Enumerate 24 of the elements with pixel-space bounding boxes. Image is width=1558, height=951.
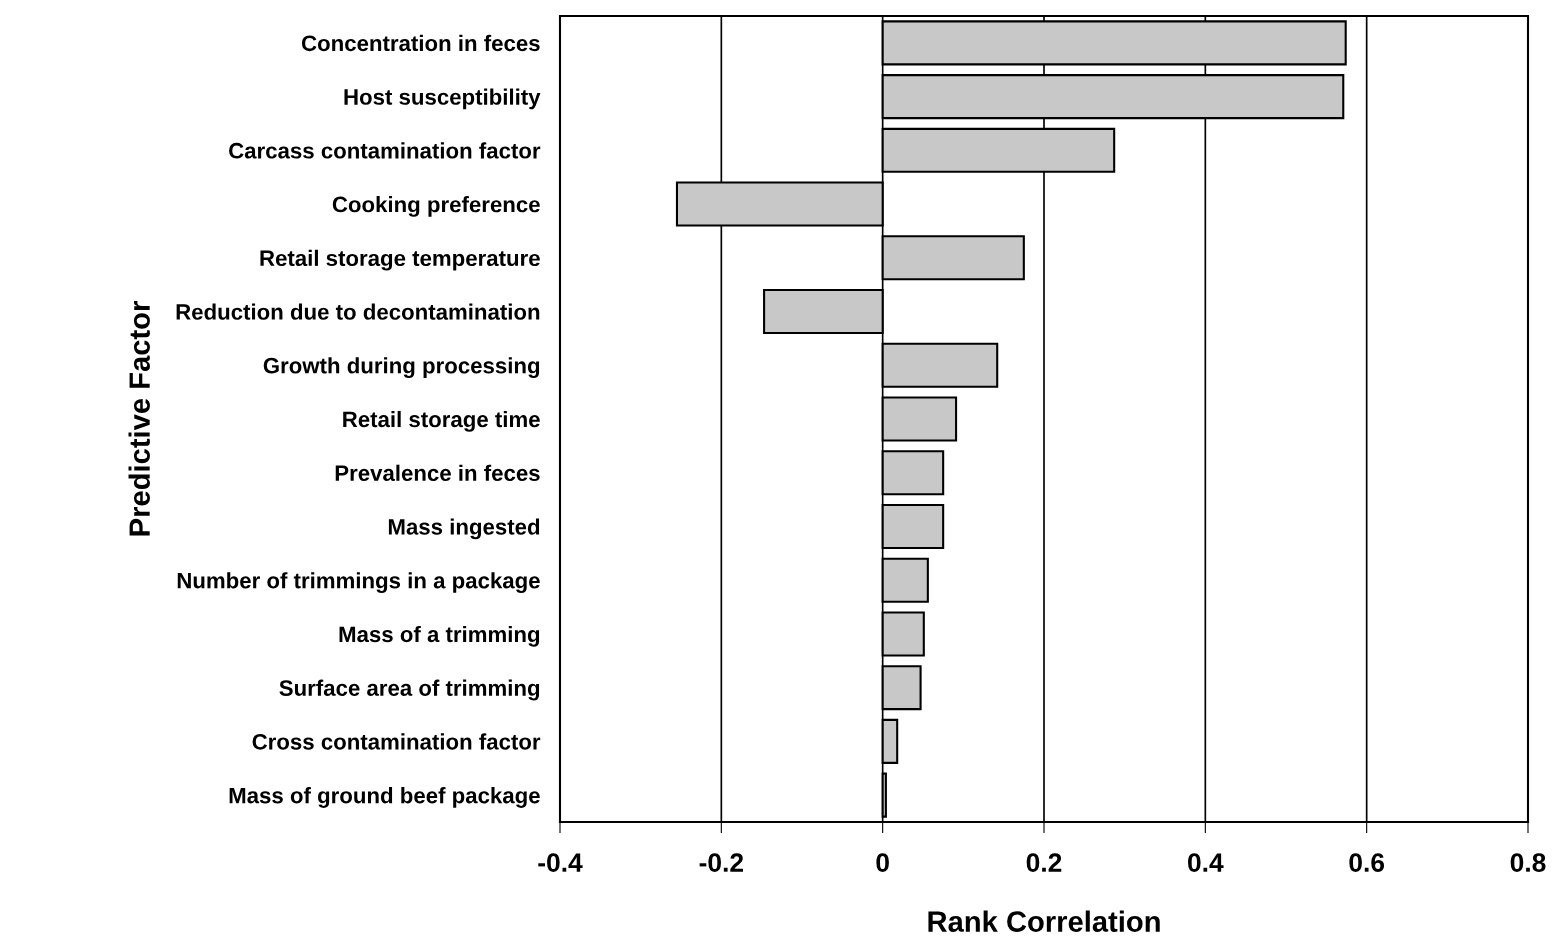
x-axis-title: Rank Correlation: [928, 910, 1160, 932]
y-tick-label: Mass ingested: [388, 518, 540, 540]
y-tick-label: Growth during processing: [263, 357, 540, 379]
y-tick-label: Mass of ground beef package: [229, 787, 540, 808]
y-tick-label: Cross contamination factor: [252, 733, 541, 750]
y-tick-label: Retail storage temperature: [260, 249, 540, 271]
y-tick-label: Retail storage time: [343, 410, 540, 432]
y-tick-label: Prevalence in feces: [335, 464, 540, 481]
x-tick-label: 0.6: [1349, 853, 1385, 872]
x-tick-label: 0: [876, 853, 889, 872]
y-axis-title: Predictive Factor: [128, 301, 150, 536]
x-tick-label: 0.2: [1026, 853, 1062, 872]
y-tick-label: Number of trimmings in a package: [177, 572, 540, 593]
x-tick-label: 0.8: [1510, 853, 1546, 872]
x-tick-label: -0.2: [699, 853, 744, 872]
y-tick-label: Carcass contamination factor: [229, 142, 541, 159]
y-tick-label: Mass of a trimming: [339, 625, 540, 647]
y-tick-label: Host susceptibility: [344, 88, 541, 110]
y-tick-label: Cooking preference: [332, 196, 540, 217]
y-tick-label: Concentration in feces: [301, 34, 540, 52]
x-tick-label: -0.4: [538, 853, 583, 872]
x-tick-label: 0.4: [1188, 853, 1224, 872]
y-tick-label: Reduction due to decontamination: [176, 303, 540, 320]
y-tick-label: Surface area of trimming: [279, 679, 540, 701]
